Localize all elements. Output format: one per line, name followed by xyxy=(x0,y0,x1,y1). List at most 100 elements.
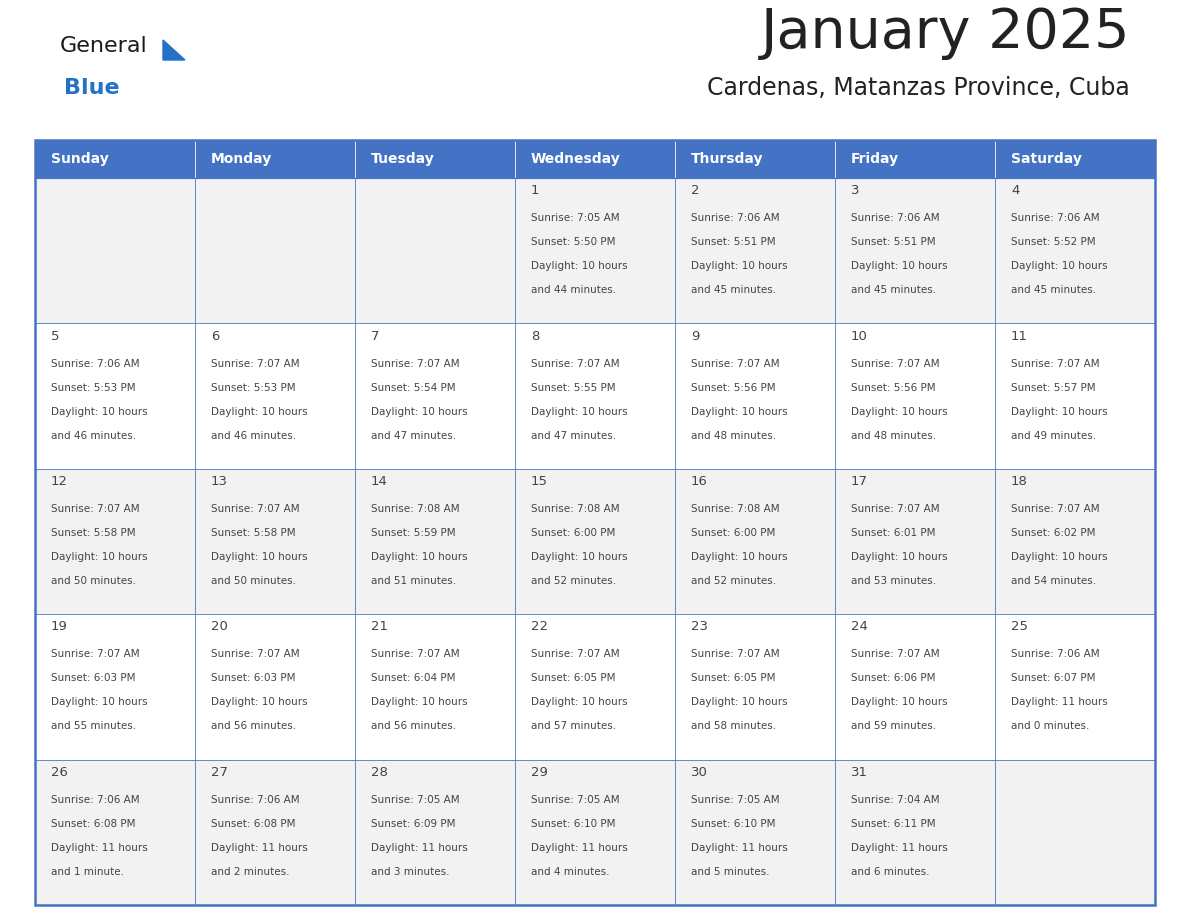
Text: 4: 4 xyxy=(1011,185,1019,197)
Text: and 50 minutes.: and 50 minutes. xyxy=(51,576,135,586)
Text: Daylight: 10 hours: Daylight: 10 hours xyxy=(531,407,627,417)
Text: Sunset: 6:08 PM: Sunset: 6:08 PM xyxy=(211,819,296,829)
Text: Sunrise: 7:07 AM: Sunrise: 7:07 AM xyxy=(691,359,779,369)
Text: Daylight: 10 hours: Daylight: 10 hours xyxy=(51,552,147,562)
Text: Daylight: 10 hours: Daylight: 10 hours xyxy=(691,552,788,562)
Text: Sunrise: 7:08 AM: Sunrise: 7:08 AM xyxy=(371,504,460,514)
Text: Daylight: 10 hours: Daylight: 10 hours xyxy=(531,552,627,562)
Text: Daylight: 10 hours: Daylight: 10 hours xyxy=(531,698,627,708)
Text: Tuesday: Tuesday xyxy=(371,152,435,166)
Text: Sunset: 6:00 PM: Sunset: 6:00 PM xyxy=(531,528,615,538)
Text: Sunset: 5:58 PM: Sunset: 5:58 PM xyxy=(51,528,135,538)
Text: Sunset: 6:02 PM: Sunset: 6:02 PM xyxy=(1011,528,1095,538)
Text: Sunrise: 7:07 AM: Sunrise: 7:07 AM xyxy=(691,649,779,659)
Text: 8: 8 xyxy=(531,330,539,342)
Bar xyxy=(996,759,1155,905)
Text: Friday: Friday xyxy=(851,152,899,166)
Bar xyxy=(34,323,195,469)
Text: and 56 minutes.: and 56 minutes. xyxy=(371,722,456,732)
Text: 22: 22 xyxy=(531,621,548,633)
Text: Daylight: 10 hours: Daylight: 10 hours xyxy=(371,407,468,417)
Bar xyxy=(675,469,835,614)
Text: Sunset: 6:10 PM: Sunset: 6:10 PM xyxy=(691,819,776,829)
Text: Blue: Blue xyxy=(64,78,120,98)
Text: Sunrise: 7:05 AM: Sunrise: 7:05 AM xyxy=(691,795,779,805)
Text: and 45 minutes.: and 45 minutes. xyxy=(691,285,776,296)
Bar xyxy=(835,614,996,759)
Text: Sunset: 6:06 PM: Sunset: 6:06 PM xyxy=(851,674,935,683)
Bar xyxy=(835,178,996,323)
Text: Sunrise: 7:05 AM: Sunrise: 7:05 AM xyxy=(371,795,460,805)
Text: Daylight: 10 hours: Daylight: 10 hours xyxy=(371,698,468,708)
Text: Daylight: 10 hours: Daylight: 10 hours xyxy=(531,262,627,271)
Bar xyxy=(516,323,675,469)
Text: Daylight: 10 hours: Daylight: 10 hours xyxy=(851,698,948,708)
Bar xyxy=(355,614,516,759)
Text: 3: 3 xyxy=(851,185,859,197)
Text: Sunrise: 7:06 AM: Sunrise: 7:06 AM xyxy=(51,795,140,805)
Text: 6: 6 xyxy=(211,330,220,342)
Text: Daylight: 11 hours: Daylight: 11 hours xyxy=(851,843,948,853)
Text: Daylight: 10 hours: Daylight: 10 hours xyxy=(51,407,147,417)
Text: Daylight: 11 hours: Daylight: 11 hours xyxy=(51,843,147,853)
Text: Sunset: 6:03 PM: Sunset: 6:03 PM xyxy=(51,674,135,683)
Bar xyxy=(355,759,516,905)
Text: Sunrise: 7:08 AM: Sunrise: 7:08 AM xyxy=(531,504,620,514)
Text: Sunset: 6:08 PM: Sunset: 6:08 PM xyxy=(51,819,135,829)
Text: Sunset: 5:55 PM: Sunset: 5:55 PM xyxy=(531,383,615,393)
Text: Daylight: 10 hours: Daylight: 10 hours xyxy=(211,698,308,708)
Text: Sunrise: 7:07 AM: Sunrise: 7:07 AM xyxy=(851,649,940,659)
Bar xyxy=(34,178,195,323)
Text: 25: 25 xyxy=(1011,621,1028,633)
Text: Sunset: 5:58 PM: Sunset: 5:58 PM xyxy=(211,528,296,538)
Text: 17: 17 xyxy=(851,475,868,488)
Text: Sunday: Sunday xyxy=(51,152,109,166)
Bar xyxy=(996,614,1155,759)
Text: Daylight: 10 hours: Daylight: 10 hours xyxy=(211,407,308,417)
Text: Sunset: 5:53 PM: Sunset: 5:53 PM xyxy=(211,383,296,393)
Text: Sunrise: 7:06 AM: Sunrise: 7:06 AM xyxy=(1011,213,1100,223)
Text: and 59 minutes.: and 59 minutes. xyxy=(851,722,936,732)
Text: Sunrise: 7:05 AM: Sunrise: 7:05 AM xyxy=(531,795,620,805)
Text: Sunrise: 7:07 AM: Sunrise: 7:07 AM xyxy=(531,359,620,369)
Text: and 44 minutes.: and 44 minutes. xyxy=(531,285,617,296)
Text: Sunrise: 7:06 AM: Sunrise: 7:06 AM xyxy=(211,795,299,805)
Text: January 2025: January 2025 xyxy=(760,6,1130,60)
Text: Sunrise: 7:07 AM: Sunrise: 7:07 AM xyxy=(211,359,299,369)
Bar xyxy=(675,323,835,469)
Text: Sunset: 5:56 PM: Sunset: 5:56 PM xyxy=(851,383,936,393)
Text: 16: 16 xyxy=(691,475,708,488)
Text: 5: 5 xyxy=(51,330,59,342)
Text: Sunset: 5:51 PM: Sunset: 5:51 PM xyxy=(691,237,776,247)
Text: and 46 minutes.: and 46 minutes. xyxy=(211,431,296,441)
Text: Sunset: 5:52 PM: Sunset: 5:52 PM xyxy=(1011,237,1095,247)
Text: Daylight: 10 hours: Daylight: 10 hours xyxy=(691,407,788,417)
Bar xyxy=(835,140,996,178)
Text: 14: 14 xyxy=(371,475,387,488)
Text: Daylight: 10 hours: Daylight: 10 hours xyxy=(211,552,308,562)
Text: Daylight: 10 hours: Daylight: 10 hours xyxy=(851,262,948,271)
Text: Sunset: 6:09 PM: Sunset: 6:09 PM xyxy=(371,819,455,829)
Text: Daylight: 11 hours: Daylight: 11 hours xyxy=(211,843,308,853)
Text: 27: 27 xyxy=(211,766,228,778)
Text: Daylight: 10 hours: Daylight: 10 hours xyxy=(691,262,788,271)
Bar xyxy=(195,614,355,759)
Bar xyxy=(996,140,1155,178)
Text: Daylight: 10 hours: Daylight: 10 hours xyxy=(51,698,147,708)
Bar xyxy=(675,178,835,323)
Text: and 58 minutes.: and 58 minutes. xyxy=(691,722,776,732)
Bar xyxy=(195,469,355,614)
Text: Sunrise: 7:06 AM: Sunrise: 7:06 AM xyxy=(51,359,140,369)
Text: and 47 minutes.: and 47 minutes. xyxy=(371,431,456,441)
Text: Cardenas, Matanzas Province, Cuba: Cardenas, Matanzas Province, Cuba xyxy=(707,76,1130,100)
Text: Sunset: 6:10 PM: Sunset: 6:10 PM xyxy=(531,819,615,829)
Text: 7: 7 xyxy=(371,330,379,342)
Bar xyxy=(675,759,835,905)
Bar xyxy=(516,178,675,323)
Text: Sunrise: 7:07 AM: Sunrise: 7:07 AM xyxy=(371,649,460,659)
Bar xyxy=(34,140,195,178)
Text: Sunrise: 7:05 AM: Sunrise: 7:05 AM xyxy=(531,213,620,223)
Bar xyxy=(675,614,835,759)
Polygon shape xyxy=(163,40,185,60)
Text: and 45 minutes.: and 45 minutes. xyxy=(851,285,936,296)
